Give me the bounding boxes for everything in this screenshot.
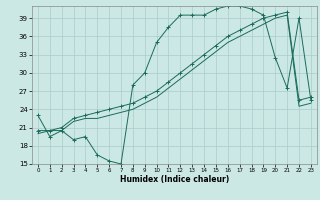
X-axis label: Humidex (Indice chaleur): Humidex (Indice chaleur): [120, 175, 229, 184]
